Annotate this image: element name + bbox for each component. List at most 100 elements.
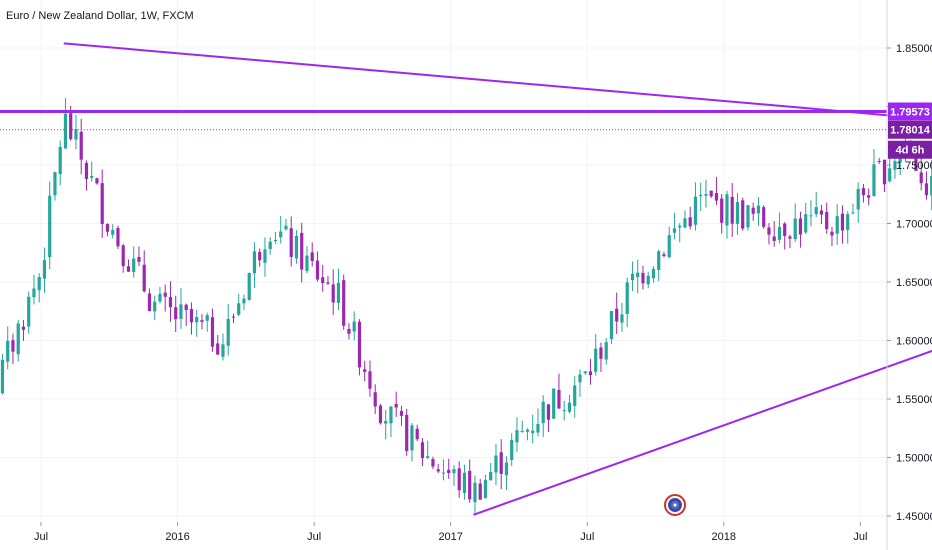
candle xyxy=(751,202,755,221)
candle xyxy=(588,358,593,385)
price-tags: 1.79573 1.78014 4d 6h xyxy=(888,102,932,159)
time-tick-label: 2017 xyxy=(438,531,462,543)
candle xyxy=(321,265,325,292)
candle xyxy=(746,205,750,231)
candle-body xyxy=(856,188,860,210)
candle xyxy=(6,326,10,370)
bar-countdown-tag-bg xyxy=(888,140,932,159)
candle-body xyxy=(378,405,383,424)
candle-body xyxy=(258,252,262,261)
candle-body xyxy=(861,188,866,196)
candle xyxy=(861,183,866,203)
candle xyxy=(573,376,577,418)
candle-body xyxy=(793,218,797,240)
descending-trendline xyxy=(63,42,932,121)
candle-body xyxy=(751,207,755,214)
candle xyxy=(126,259,131,272)
candle xyxy=(646,271,650,289)
candle xyxy=(772,221,776,247)
candle-body xyxy=(730,196,734,224)
candle xyxy=(489,462,493,481)
candle xyxy=(552,388,556,419)
candle-body xyxy=(777,226,782,240)
candle-body xyxy=(137,256,141,262)
candle xyxy=(226,304,230,356)
candle xyxy=(457,461,461,498)
candle xyxy=(625,277,629,328)
candle-body xyxy=(825,212,829,230)
candle-body xyxy=(625,282,629,314)
candle xyxy=(200,314,204,330)
candle xyxy=(0,354,5,395)
candle-body xyxy=(688,217,692,227)
candle-body xyxy=(636,272,640,278)
candle-body xyxy=(573,385,577,406)
candle xyxy=(252,242,257,289)
candle-body xyxy=(510,439,514,460)
candle xyxy=(142,250,146,293)
candle xyxy=(767,223,771,245)
candle-body xyxy=(814,207,818,215)
candle xyxy=(378,404,383,425)
drawings xyxy=(0,42,932,516)
candle-body xyxy=(914,149,918,171)
candle xyxy=(100,169,104,238)
candle xyxy=(468,459,472,503)
candle-body xyxy=(546,404,551,420)
bar-countdown-tag-label: 4d 6h xyxy=(896,145,925,157)
candle xyxy=(672,212,677,240)
candle-body xyxy=(604,342,608,360)
candle xyxy=(651,266,656,283)
candle xyxy=(688,206,692,230)
tradingview-logo-icon[interactable] xyxy=(664,494,686,516)
candle xyxy=(189,302,194,335)
candle xyxy=(294,230,299,264)
candle-body xyxy=(79,131,83,160)
price-tick-label: 1.75000 xyxy=(896,160,932,172)
candle xyxy=(851,203,855,215)
candle-body xyxy=(483,479,488,499)
candle xyxy=(168,281,173,322)
candle-body xyxy=(646,275,650,285)
candle xyxy=(636,259,640,294)
candle xyxy=(814,191,818,218)
candle xyxy=(336,268,341,311)
chart-title: Euro / New Zealand Dollar, 1W, FXCM xyxy=(6,10,194,22)
candle xyxy=(216,335,220,356)
candle xyxy=(431,456,435,469)
candle-body xyxy=(699,194,703,197)
candle-body xyxy=(489,471,493,481)
candle xyxy=(447,458,451,479)
candle-body xyxy=(924,183,929,196)
candle xyxy=(777,212,782,244)
time-tick-label: Jul xyxy=(307,531,321,543)
candle xyxy=(515,417,519,452)
candle xyxy=(830,226,834,247)
candle-body xyxy=(515,430,519,443)
candle-body xyxy=(263,249,267,263)
candle xyxy=(158,286,162,304)
candle xyxy=(111,224,115,239)
candle-body xyxy=(189,308,194,323)
candle-body xyxy=(321,277,325,283)
candle-body xyxy=(431,459,435,467)
candle-body xyxy=(762,207,766,227)
candle-body xyxy=(116,228,120,247)
candle-body xyxy=(32,288,36,298)
candle xyxy=(473,475,477,515)
price-axis[interactable]: 1.850001.800001.750001.700001.650001.600… xyxy=(887,43,932,523)
candle xyxy=(399,405,404,426)
candle-body xyxy=(678,225,682,228)
candle xyxy=(699,182,703,211)
candle xyxy=(16,319,20,362)
candle-body xyxy=(452,469,456,474)
candle-body xyxy=(877,161,881,163)
candle xyxy=(452,465,456,486)
candle xyxy=(21,319,26,341)
candle-body xyxy=(195,317,199,323)
ascending-trendline xyxy=(473,349,932,516)
candle-body xyxy=(37,277,41,291)
candle xyxy=(174,295,178,333)
